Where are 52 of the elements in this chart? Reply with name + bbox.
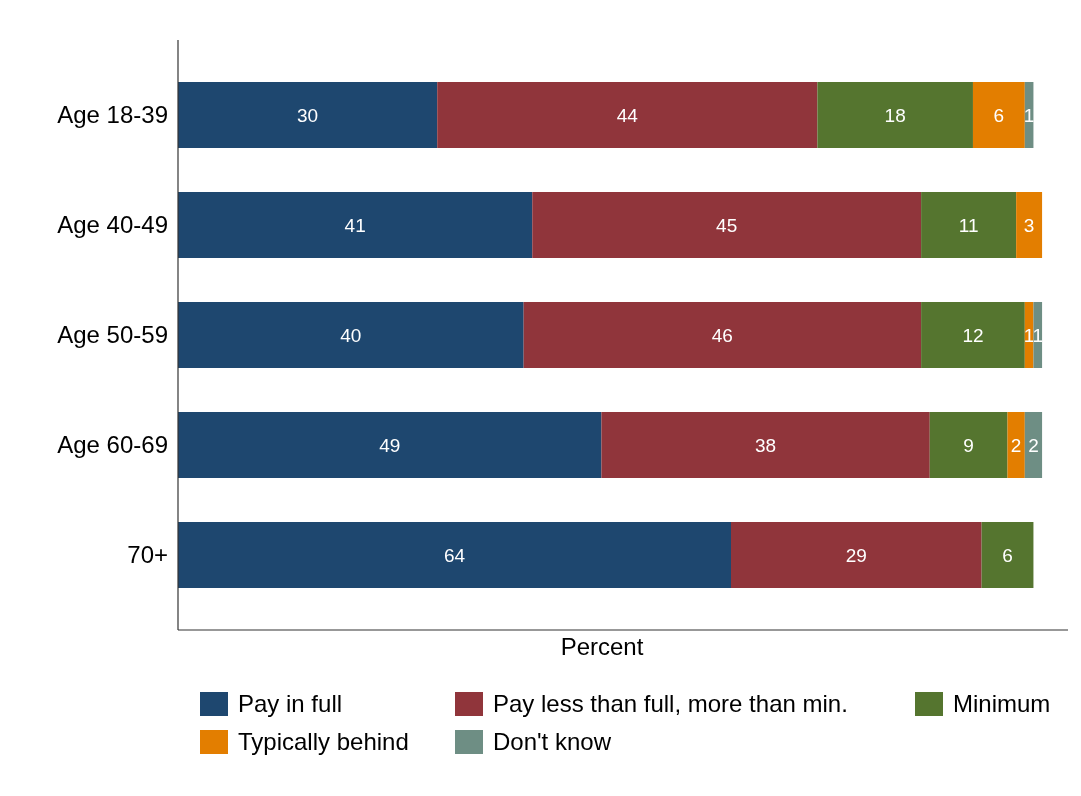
data-label: 45	[716, 214, 738, 236]
legend-label: Don't know	[493, 728, 612, 756]
data-label: 12	[962, 324, 984, 346]
bar	[178, 192, 533, 258]
data-label: 18	[884, 104, 906, 126]
data-label: 29	[845, 544, 867, 566]
bar	[1016, 192, 1043, 258]
data-label: 64	[443, 544, 466, 566]
y-tick-label: Age 60-69	[57, 431, 168, 459]
bar	[523, 302, 922, 368]
bar	[178, 412, 602, 478]
data-label: 30	[297, 104, 319, 126]
bar	[178, 522, 732, 588]
bar	[972, 82, 1025, 148]
data-label: 2	[1028, 434, 1039, 456]
bar	[929, 412, 1008, 478]
data-label: 9	[963, 434, 974, 456]
legend-label: Typically behind	[238, 728, 409, 756]
bar	[817, 82, 973, 148]
bar	[178, 302, 524, 368]
legend-label: Pay less than full, more than min.	[493, 690, 848, 718]
legend-label: Pay in full	[238, 690, 343, 718]
bar	[437, 82, 818, 148]
data-label: 1	[1032, 324, 1044, 346]
data-label: 2	[1010, 434, 1022, 456]
y-tick-label: Age 50-59	[57, 321, 168, 349]
data-label: 44	[616, 104, 639, 126]
legend-label: Minimum	[953, 690, 1051, 718]
data-label: 6	[1002, 544, 1013, 566]
bar	[1033, 302, 1043, 368]
bar	[921, 192, 1017, 258]
y-tick-label: Age 18-39	[57, 101, 168, 129]
data-label: 11	[958, 214, 979, 236]
data-label: 41	[344, 214, 366, 236]
data-label: 6	[993, 104, 1005, 126]
bar	[731, 522, 982, 588]
bar	[1024, 412, 1043, 478]
bar	[532, 192, 922, 258]
x-axis-title: Percent	[560, 633, 644, 660]
data-label: 46	[711, 324, 733, 346]
y-tick-label: Age 40-49	[57, 211, 168, 239]
bar	[1007, 412, 1025, 478]
data-label: 38	[755, 434, 777, 456]
y-tick-label: 70+	[127, 541, 168, 569]
bar	[178, 82, 438, 148]
data-label: 3	[1023, 214, 1035, 236]
data-label: 40	[340, 324, 362, 346]
data-label: 1	[1023, 324, 1035, 346]
bar	[981, 522, 1034, 588]
bar	[601, 412, 930, 478]
data-label: 49	[379, 434, 401, 456]
bar	[921, 302, 1025, 368]
